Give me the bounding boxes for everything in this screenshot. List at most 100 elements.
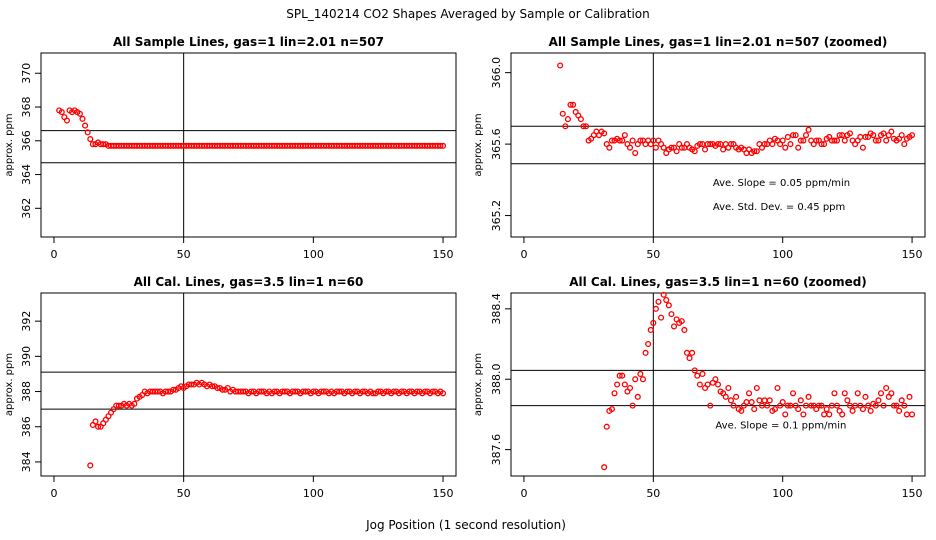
- data-point: [629, 402, 636, 409]
- data-point: [89, 141, 96, 148]
- data-point: [608, 137, 615, 144]
- x-tick-label: 150: [902, 248, 923, 261]
- x-axis-label: Jog Position (1 second resolution): [365, 518, 566, 532]
- data-point: [818, 402, 825, 409]
- y-tick-label: 390: [20, 346, 33, 367]
- x-tick-label: 50: [646, 487, 660, 500]
- x-tick-label: 50: [177, 248, 191, 261]
- data-point: [909, 411, 916, 418]
- annotation: Ave. Std. Dev. = 0.45 ppm: [713, 202, 845, 213]
- data-point: [663, 296, 670, 304]
- data-point: [691, 148, 698, 155]
- data-point: [632, 149, 639, 157]
- data-point: [707, 402, 714, 409]
- data-point: [240, 388, 247, 395]
- data-point: [898, 397, 905, 404]
- data-point: [82, 122, 89, 129]
- data-point: [79, 115, 86, 122]
- data-point: [95, 423, 102, 430]
- x-tick-label: 150: [433, 248, 454, 261]
- data-point: [805, 393, 812, 400]
- x-tick-label: 150: [902, 487, 923, 500]
- data-point: [557, 62, 564, 69]
- data-point: [782, 144, 789, 151]
- annotation: Ave. Slope = 0.05 ppm/min: [713, 178, 850, 189]
- data-point: [831, 137, 838, 144]
- data-point: [629, 137, 636, 144]
- data-point: [836, 132, 843, 139]
- panel-title: All Cal. Lines, gas=3.5 lin=1 n=60 (zoom…: [569, 275, 867, 289]
- data-point: [626, 384, 634, 392]
- data-point: [797, 397, 804, 404]
- data-point: [702, 146, 709, 153]
- data-point: [862, 133, 869, 141]
- data-point: [292, 388, 299, 395]
- data-point: [76, 110, 83, 117]
- y-axis-label: approx. ppm: [4, 353, 15, 416]
- y-tick-label: 366.0: [490, 57, 503, 89]
- data-point: [344, 388, 351, 395]
- data-point: [730, 402, 737, 409]
- y-tick-label: 365.2: [490, 200, 503, 232]
- data-point: [165, 388, 172, 395]
- data-point: [875, 397, 882, 404]
- data-point: [789, 390, 797, 397]
- data-point: [694, 372, 701, 379]
- data-point: [743, 399, 750, 406]
- data-point: [774, 384, 781, 392]
- data-point: [678, 144, 685, 151]
- y-axis-label: approx. ppm: [4, 113, 15, 176]
- data-point: [784, 402, 791, 409]
- data-point: [650, 319, 657, 326]
- data-point: [601, 464, 608, 471]
- plot-frame: [510, 52, 926, 238]
- data-point: [689, 349, 696, 356]
- data-point: [849, 407, 856, 414]
- panel-title: All Sample Lines, gas=1 lin=2.01 n=507: [113, 35, 384, 49]
- data-point: [854, 390, 861, 397]
- data-point: [611, 390, 618, 397]
- data-point: [660, 144, 667, 151]
- panel-3: All Cal. Lines, gas=3.5 lin=1 n=60 approx…: [4, 275, 457, 500]
- data-point: [722, 393, 729, 400]
- data-point: [779, 137, 786, 144]
- plot-frame: [40, 292, 457, 477]
- data-point: [872, 137, 879, 144]
- data-point: [63, 117, 70, 124]
- data-point: [833, 137, 841, 144]
- data-point: [652, 305, 659, 312]
- data-point: [813, 137, 820, 144]
- data-point: [678, 318, 685, 325]
- data-point: [87, 462, 94, 469]
- x-tick-label: 50: [177, 487, 191, 500]
- data-point: [859, 144, 866, 151]
- x-tick-label: 50: [646, 248, 660, 261]
- data-point: [660, 291, 667, 298]
- data-point: [870, 132, 877, 139]
- x-tick-label: 0: [520, 487, 527, 500]
- data-point: [725, 384, 732, 392]
- y-tick-label: 362: [20, 198, 33, 219]
- data-point: [652, 144, 659, 151]
- data-point: [637, 370, 644, 377]
- data-point: [621, 381, 628, 388]
- data-point: [771, 406, 778, 413]
- data-point: [670, 323, 678, 330]
- data-point: [831, 390, 838, 397]
- data-point: [310, 388, 317, 395]
- data-point: [880, 130, 887, 137]
- data-point: [570, 101, 577, 108]
- data-point: [699, 370, 706, 377]
- data-point: [875, 137, 882, 144]
- data-point: [898, 132, 905, 139]
- y-tick-label: 370: [20, 63, 33, 84]
- data-point: [890, 402, 897, 409]
- data-point: [738, 407, 745, 414]
- data-point: [219, 386, 226, 393]
- data-point: [764, 402, 771, 409]
- data-point: [704, 381, 711, 388]
- data-point: [896, 407, 903, 414]
- data-point: [903, 411, 910, 418]
- data-point: [639, 376, 647, 383]
- data-point: [727, 397, 734, 404]
